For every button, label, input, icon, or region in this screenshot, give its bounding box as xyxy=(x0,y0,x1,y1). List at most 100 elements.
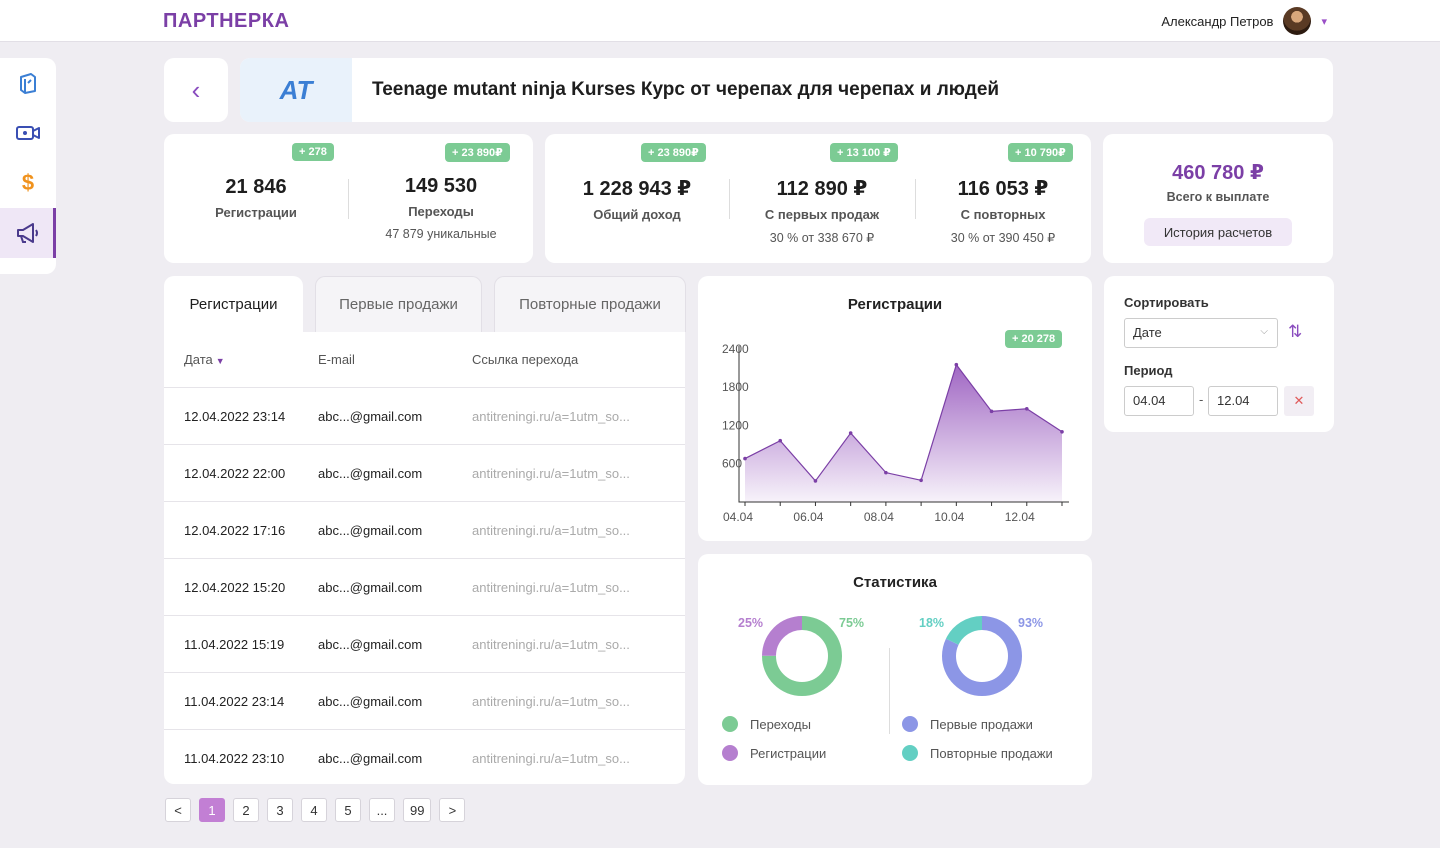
stats-card-income: + 23 890₽ + 13 100 ₽ + 10 790₽ 1 228 943… xyxy=(545,134,1091,263)
repeat-sales-label: С повторных xyxy=(960,207,1046,222)
sidebar-item-webinars[interactable] xyxy=(0,108,56,158)
transitions-label: Переходы xyxy=(408,204,474,219)
table-row[interactable]: 11.04.2022 23:10 abc...@gmail.com antitren… xyxy=(184,751,630,766)
y-tick-label: 1800 xyxy=(722,380,749,394)
chart-badge: + 20 278 xyxy=(1005,330,1063,348)
avatar[interactable] xyxy=(1283,7,1312,35)
sidebar-item-courses[interactable] xyxy=(0,58,56,108)
app-logo[interactable]: ПАРТНЕРКА xyxy=(163,10,290,32)
tab-first-sales[interactable]: Первые продажи xyxy=(315,276,482,332)
legend-item: Регистрации xyxy=(722,745,826,761)
x-tick-label: 08.04 xyxy=(864,510,894,524)
y-tick-label: 2400 xyxy=(722,342,749,356)
column-date[interactable]: Дата ▼ xyxy=(184,352,225,367)
chevron-down-icon[interactable]: ▾ xyxy=(1321,15,1327,28)
page-next-button[interactable]: > xyxy=(439,798,466,822)
transitions-unique: 47 879 уникальные xyxy=(385,227,497,241)
legend-item: Повторные продажи xyxy=(902,745,1053,761)
table-header: Дата ▼ E-mail Ссылка перехода xyxy=(164,332,685,388)
first-sales-label: С первых продаж xyxy=(764,207,880,222)
period-label: Период xyxy=(1124,363,1173,378)
sort-select[interactable]: Дате ⌵ xyxy=(1124,318,1278,348)
sort-label: Сортировать xyxy=(1124,295,1209,310)
chart-point xyxy=(813,479,818,483)
page-button[interactable]: 2 xyxy=(233,798,259,822)
y-tick-label: 1200 xyxy=(722,418,749,432)
column-link: Ссылка перехода xyxy=(472,352,579,367)
table-row[interactable]: 11.04.2022 15:19 abc...@gmail.com antitren… xyxy=(164,616,685,673)
table-row[interactable]: 12.04.2022 17:16 abc...@gmail.com antitren… xyxy=(164,502,685,559)
course-title: Teenage mutant ninja Kurses Курс от чере… xyxy=(372,79,1000,100)
donut2-right-percent: 93% xyxy=(1018,616,1044,630)
transitions-badge: + 23 890₽ xyxy=(445,143,510,162)
page-button[interactable]: 4 xyxy=(301,798,327,822)
chart-title: Регистрации xyxy=(847,296,943,313)
user-menu[interactable]: Александр Петров ▾ xyxy=(1161,7,1327,35)
statistics-title: Статистика xyxy=(853,574,937,591)
page-button[interactable]: 5 xyxy=(335,798,361,822)
chart-point xyxy=(848,431,853,435)
top-bar: ПАРТНЕРКА Александр Петров ▾ xyxy=(0,0,1440,42)
sort-direction-icon[interactable]: ⇅ xyxy=(1288,322,1303,341)
tab-registrations[interactable]: Регистрации xyxy=(164,276,303,332)
page-button[interactable]: 1 xyxy=(199,798,225,822)
payout-card: 460 780 ₽ Всего к выплате История расчет… xyxy=(1103,134,1333,263)
chart-point xyxy=(884,470,888,475)
donut-segment xyxy=(942,616,1022,696)
table-row[interactable]: 12.04.2022 15:20 abc...@gmail.com antitren… xyxy=(164,559,685,616)
sidebar: $ xyxy=(0,58,56,274)
transitions-value: 149 530 xyxy=(404,175,478,197)
chevron-down-icon: ⌵ xyxy=(1260,326,1268,337)
back-button[interactable]: ‹ xyxy=(164,58,228,122)
page-button[interactable]: 99 xyxy=(403,798,432,822)
divider xyxy=(915,179,916,219)
registrations-label: Регистрации xyxy=(215,205,297,220)
stats-card-traffic: + 278 + 23 890₽ 21 846 Регистрации 149 5… xyxy=(164,134,533,263)
divider xyxy=(348,179,349,219)
registrations-badge: + 278 xyxy=(292,143,334,161)
clear-period-button[interactable]: ✕ xyxy=(1284,386,1314,416)
chart-point xyxy=(919,478,923,483)
date-to-input[interactable]: 12.04 xyxy=(1208,386,1278,416)
income-badge: + 23 890₽ xyxy=(641,143,706,162)
video-icon xyxy=(16,126,40,140)
close-icon: ✕ xyxy=(1293,393,1305,408)
registrations-value: 21 846 xyxy=(225,176,287,198)
donut-segment xyxy=(762,616,842,696)
payment-history-button[interactable]: История расчетов xyxy=(1144,218,1292,246)
income-label: Общий доход xyxy=(593,207,681,222)
dollar-icon: $ xyxy=(21,170,35,195)
table-row[interactable]: 12.04.2022 22:00 abc...@gmail.com antitren… xyxy=(164,445,685,502)
first-sales-sub: 30 % от 338 670 ₽ xyxy=(769,231,875,245)
table-row[interactable]: 12.04.2022 23:14 abc...@gmail.com antitren… xyxy=(164,388,685,445)
filter-card: Сортировать Дате ⌵ ⇅ Период 04.04 - 12.0… xyxy=(1104,276,1334,432)
registrations-chart-card: Регистрации + 20 278 600 1200 1800 2400 04.0… xyxy=(698,276,1092,541)
x-tick-label: 06.04 xyxy=(793,510,823,524)
sidebar-item-partners[interactable] xyxy=(0,208,56,258)
sort-down-icon: ▼ xyxy=(215,356,225,366)
chart-area xyxy=(745,364,1062,502)
x-tick-label: 04.04 xyxy=(723,510,753,524)
sales-donut-chart xyxy=(942,616,1022,696)
page-prev-button[interactable]: < xyxy=(165,798,191,822)
statistics-card: Статистика 25% 75% 18% 93% Переходы Реги… xyxy=(698,554,1092,785)
page-ellipsis[interactable]: ... xyxy=(369,798,395,822)
chart-point xyxy=(1060,429,1064,434)
chart-point xyxy=(1024,406,1029,411)
x-tick-label: 10.04 xyxy=(934,510,964,524)
payout-label: Всего к выплате xyxy=(1166,190,1270,204)
y-tick-label: 600 xyxy=(722,457,742,471)
sidebar-item-finance[interactable]: $ xyxy=(0,158,56,208)
page-button[interactable]: 3 xyxy=(267,798,293,822)
repeat-sales-value: 116 053 ₽ xyxy=(957,178,1049,200)
date-separator: - xyxy=(1199,392,1204,407)
user-name: Александр Петров xyxy=(1161,13,1274,29)
tab-repeat-sales[interactable]: Повторные продажи xyxy=(494,276,686,332)
income-value: 1 228 943 ₽ xyxy=(582,178,692,200)
legend-dot xyxy=(722,745,738,761)
chart-point xyxy=(989,409,994,414)
course-logo: AT xyxy=(240,58,352,122)
date-from-input[interactable]: 04.04 xyxy=(1124,386,1194,416)
divider xyxy=(889,648,890,734)
table-row[interactable]: 11.04.2022 23:14 abc...@gmail.com antitren… xyxy=(164,673,685,730)
